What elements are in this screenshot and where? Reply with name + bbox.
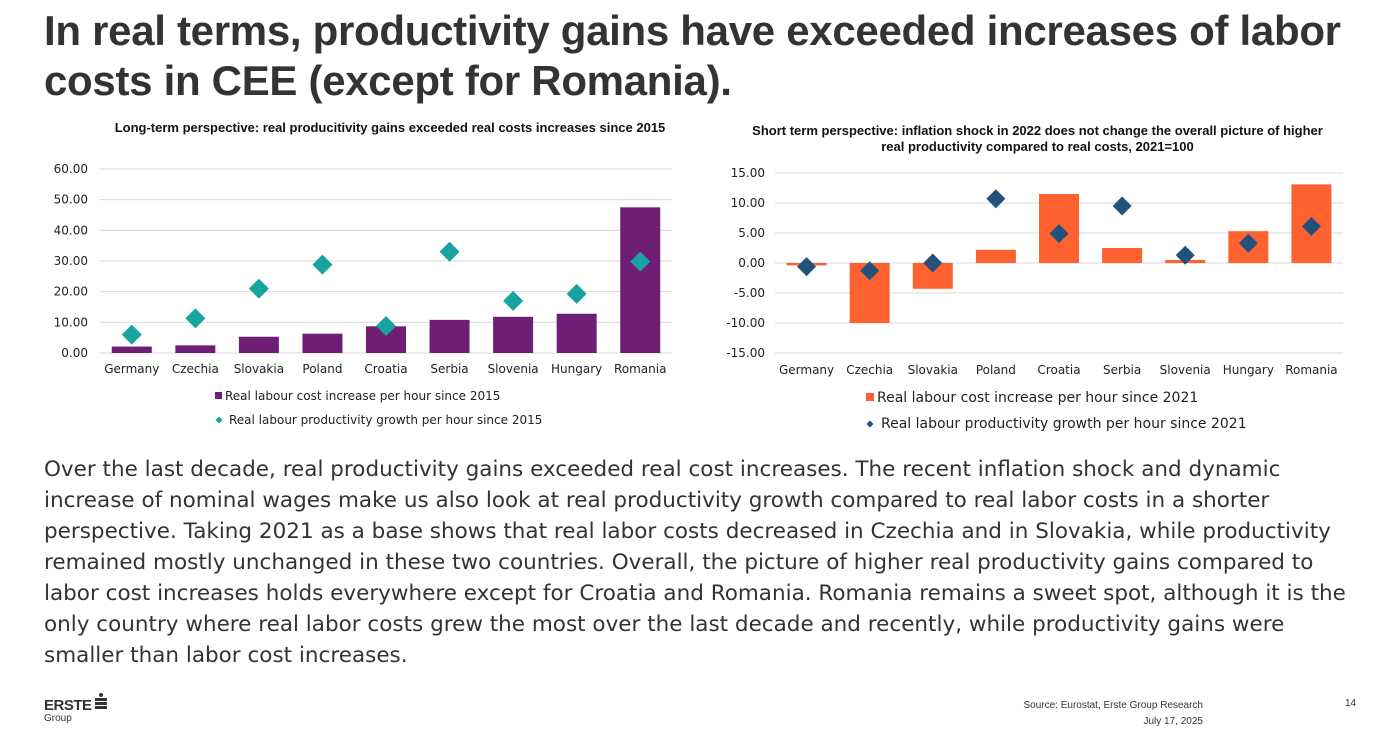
source-block: Source: Eurostat, Erste Group Research J… [940, 698, 1203, 730]
long-term-chart: 0.00 10.00 20.00 30.00 40.00 50.00 60.00 German… [54, 162, 672, 427]
data-point-diamond [185, 308, 206, 329]
x-category-label: Czechia [172, 362, 219, 376]
bar [238, 336, 279, 353]
data-point-diamond [630, 251, 651, 272]
slide-title: In real terms, productivity gains have e… [44, 7, 1341, 104]
bar [556, 313, 597, 353]
source-note: Source: Eurostat, Erste Group Research [1023, 700, 1203, 711]
data-point-diamond [376, 316, 396, 337]
x-category-label: Hungary [1223, 363, 1274, 377]
data-point-diamond [923, 253, 943, 273]
x-category-label: Hungary [551, 362, 602, 376]
y-tick-label: -10.00 [726, 316, 765, 330]
data-point-diamond [1112, 196, 1132, 216]
x-category-label: Croatia [364, 362, 407, 376]
data-point-diamond [121, 324, 142, 345]
data-point-diamond [503, 290, 524, 311]
data-point-diamond [797, 257, 817, 277]
x-category-label: Slovakia [908, 363, 958, 377]
y-tick-label: 40.00 [54, 223, 88, 237]
legend-label-marker: Real labour productivity growth per hour… [229, 413, 542, 427]
x-category-label: Slovenia [488, 362, 539, 376]
data-point-diamond [1175, 245, 1195, 265]
x-category-label: Czechia [846, 363, 893, 377]
x-category-label: Slovakia [234, 362, 284, 376]
legend-swatch-diamond [866, 420, 874, 428]
logo-subtitle: Group [44, 713, 72, 724]
x-category-label: Germany [104, 362, 159, 376]
legend-swatch-diamond [215, 416, 223, 424]
legend-label-marker: Real labour productivity growth per hour… [881, 416, 1247, 432]
y-tick-label: 30.00 [54, 254, 88, 268]
bar [429, 319, 470, 353]
x-category-label: Croatia [1037, 363, 1080, 377]
y-tick-label: 60.00 [54, 162, 88, 176]
y-tick-label: 20.00 [54, 285, 88, 299]
x-category-label: Slovenia [1160, 363, 1211, 377]
data-point-diamond [312, 254, 333, 275]
y-tick-label: 15.00 [731, 166, 765, 180]
chart-2-title: Short term perspective: inflation shock … [752, 123, 1323, 154]
bar [175, 345, 216, 353]
data-point-diamond [1238, 233, 1258, 253]
x-category-label: Germany [779, 363, 834, 377]
legend-label-bar: Real labour cost increase per hour since… [225, 389, 500, 403]
logo-wordmark: ERSTE [44, 697, 92, 714]
x-category-label: Poland [976, 363, 1016, 377]
legend-swatch-bar [866, 393, 874, 401]
erste-group-logo: ERSTE Group [44, 693, 107, 724]
bar [620, 207, 661, 353]
data-point-diamond [1049, 224, 1069, 244]
bar [493, 316, 534, 353]
y-tick-label: 10.00 [54, 315, 88, 329]
data-point-diamond [860, 261, 880, 281]
legend-swatch-bar [215, 392, 222, 399]
x-category-label: Serbia [430, 362, 468, 376]
x-category-label: Romania [614, 362, 666, 376]
y-tick-label: -5.00 [734, 286, 765, 300]
chart-1-title: Long-term perspective: real producitivit… [114, 120, 666, 135]
data-point-diamond [248, 278, 269, 299]
short-term-chart: -15.00 -10.00 -5.00 0.00 5.00 10.00 15.00 Germa… [726, 166, 1343, 432]
bar [1102, 248, 1143, 263]
y-tick-label: 0.00 [738, 256, 765, 270]
data-point-diamond [566, 283, 587, 304]
x-category-label: Poland [302, 362, 342, 376]
x-category-label: Serbia [1103, 363, 1141, 377]
y-tick-label: 0.00 [61, 346, 88, 360]
data-point-diamond [1301, 216, 1321, 236]
erste-s-icon [94, 693, 107, 711]
x-category-label: Romania [1285, 363, 1337, 377]
bar [302, 333, 343, 353]
bar [975, 249, 1016, 263]
y-tick-label: -15.00 [726, 346, 765, 360]
legend-label-bar: Real labour cost increase per hour since… [877, 390, 1198, 406]
data-point-diamond [986, 189, 1006, 209]
bar [111, 346, 152, 353]
slide-date: July 17, 2025 [1143, 716, 1204, 727]
y-tick-label: 5.00 [738, 226, 765, 240]
data-point-diamond [439, 241, 460, 262]
y-tick-label: 50.00 [54, 193, 88, 207]
body-paragraph: Over the last decade, real productivity … [44, 457, 1346, 668]
y-tick-label: 10.00 [731, 196, 765, 210]
page-number: 14 [1345, 698, 1357, 709]
